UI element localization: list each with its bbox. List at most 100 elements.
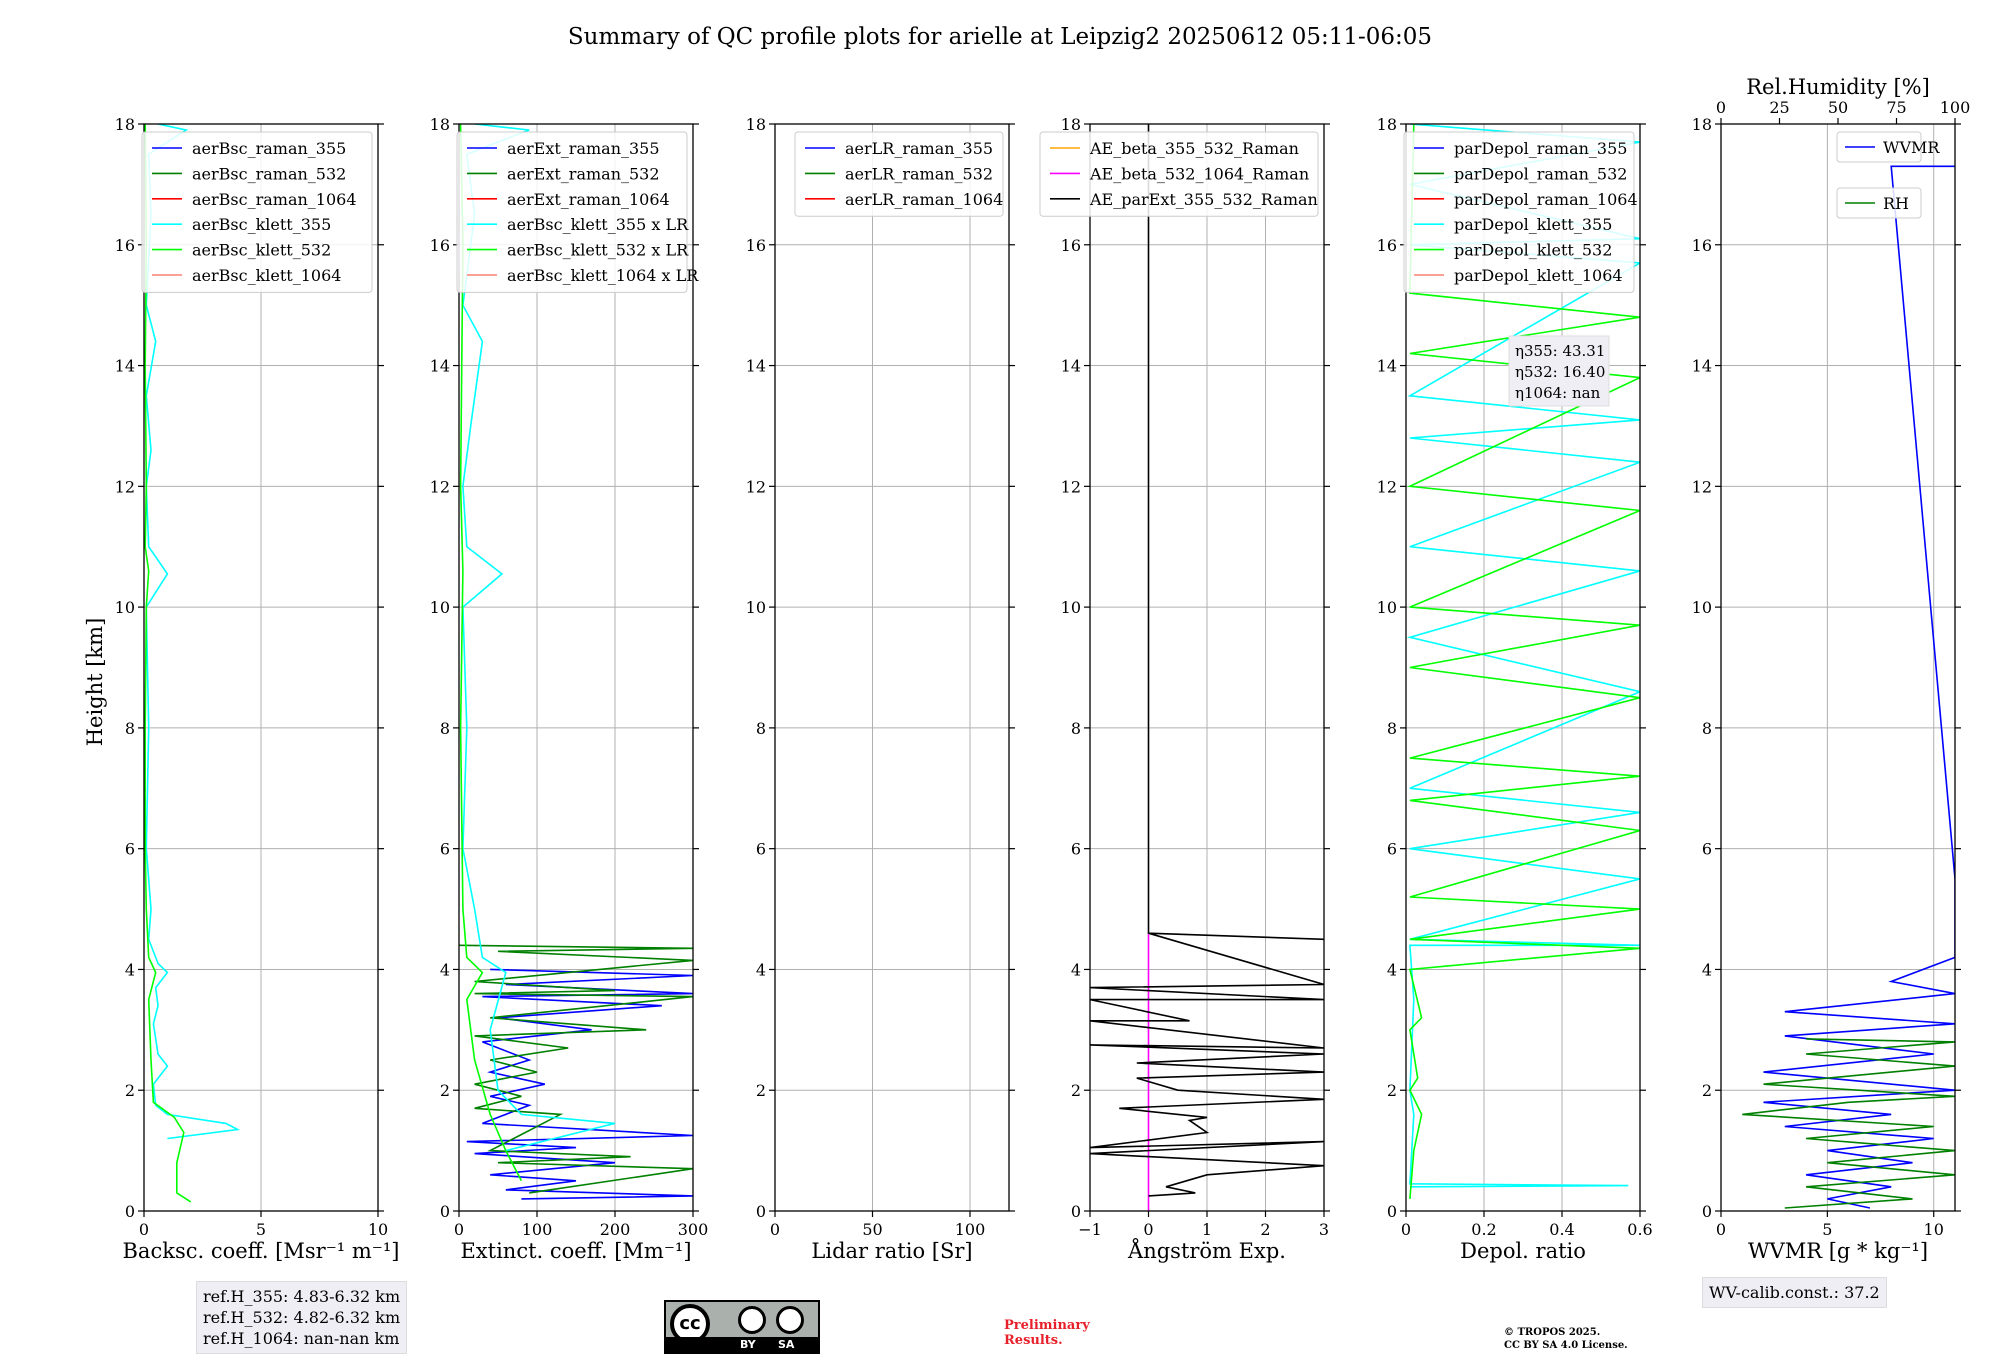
y-tick-label: 18 [430, 115, 450, 134]
y-tick-label: 6 [756, 840, 766, 859]
series-line-aerext-raman-532 [459, 944, 693, 1194]
legend-label: parDepol_raman_1064 [1454, 190, 1638, 209]
eta-text: η355: 43.31 [1515, 342, 1605, 360]
legend-label: parDepol_klett_532 [1454, 241, 1612, 260]
y-tick-label: 14 [430, 357, 450, 376]
reference-height-box: ref.H_355: 4.83-6.32 km ref.H_532: 4.82-… [196, 1281, 408, 1354]
y-tick-label: 14 [1377, 357, 1397, 376]
y-tick-label: 10 [115, 598, 135, 617]
x-tick-label: 100 [955, 1220, 986, 1239]
y-tick-label: 8 [1387, 719, 1397, 738]
attribution-person-icon [738, 1306, 766, 1334]
x-axis-label-ext: Extinct. coeff. [Mm⁻¹] [460, 1239, 691, 1263]
x-tick-label: 0 [454, 1220, 464, 1239]
x-tick-label: 2 [1260, 1220, 1270, 1239]
legend-box [1836, 187, 1922, 219]
axes-frame [1720, 123, 1956, 1212]
legend-label: aerBsc_raman_1064 [192, 190, 357, 209]
y-tick-label: 6 [1702, 840, 1712, 859]
y-tick-label: 4 [125, 960, 135, 979]
x-tick-label: −1 [1078, 1220, 1102, 1239]
y-tick-label: 4 [1702, 960, 1712, 979]
y-tick-label: 10 [1377, 598, 1397, 617]
series-group [144, 124, 241, 1203]
legend-label: aerBsc_raman_532 [192, 164, 346, 183]
x-tick-label: 0.6 [1627, 1220, 1652, 1239]
legend-label: aerLR_raman_532 [845, 164, 993, 183]
x-tick-label: 50 [862, 1220, 882, 1239]
y-tick-label: 4 [440, 960, 450, 979]
x-tick-label: 200 [600, 1220, 631, 1239]
x-axis-label-lr: Lidar ratio [Sr] [811, 1239, 972, 1263]
x-axis-label-ae: Ångström Exp. [1127, 1238, 1286, 1263]
y-tick-label: 6 [1387, 840, 1397, 859]
panel-ext: 0 100 200 300 0 2 4 6 8 10 12 14 16 18 Extinct. coeff.… [430, 115, 709, 1263]
legend-label: RH [1883, 194, 1909, 213]
y-tick-label: 8 [440, 719, 450, 738]
ref-height-355: ref.H_355: 4.83-6.32 km [203, 1287, 401, 1306]
legend-label: aerBsc_klett_1064 [192, 266, 341, 285]
legend-label: aerBsc_klett_532 x LR [507, 241, 689, 260]
legend-label: AE_beta_532_1064_Raman [1089, 164, 1309, 183]
series-line-ae-parext-355-532-raman [1090, 124, 1324, 1197]
cc-license-badge[interactable]: cc BY SA [664, 1300, 820, 1354]
legend-label: aerExt_raman_1064 [507, 190, 670, 209]
legend-label: aerLR_raman_355 [845, 139, 993, 158]
y-tick-label: 10 [1692, 598, 1712, 617]
y-tick-label: 2 [440, 1081, 450, 1100]
y-tick-label: 2 [125, 1081, 135, 1100]
ref-height-1064: ref.H_1064: nan-nan km [203, 1329, 400, 1348]
y-tick-label: 10 [1061, 598, 1081, 617]
eta-box [1508, 335, 1610, 407]
y-tick-label: 16 [746, 236, 766, 255]
axes-frame [458, 123, 694, 1212]
y-tick-label: 2 [1387, 1081, 1397, 1100]
copyright-notice: © TROPOS 2025. CC BY SA 4.0 License. [1504, 1326, 1628, 1352]
y-tick-label: 12 [746, 477, 766, 496]
y-tick-label: 0 [1071, 1202, 1081, 1221]
x-tick-label: 100 [522, 1220, 553, 1239]
legend-label: parDepol_raman_532 [1454, 164, 1627, 183]
panel-bsc: 0 5 10 0 2 4 6 8 10 12 14 16 18 Backsc. coeff. [Msr⁻¹… [115, 115, 400, 1263]
y-tick-label: 4 [1071, 960, 1081, 979]
legend-label: parDepol_klett_1064 [1454, 266, 1623, 285]
y-tick-label: 10 [746, 598, 766, 617]
wv-calibration-box: WV-calib.const.: 37.2 [1702, 1277, 1887, 1308]
y-tick-label: 8 [125, 719, 135, 738]
y-tick-label: 14 [1061, 357, 1081, 376]
x-axis-label-bsc: Backsc. coeff. [Msr⁻¹ m⁻¹] [123, 1239, 400, 1263]
x-tick-label: 0 [1716, 1220, 1726, 1239]
y-tick-label: 4 [1387, 960, 1397, 979]
y-tick-label: 8 [756, 719, 766, 738]
panel-depol: 0 0.2 0.4 0.6 0 2 4 6 8 10 12 14 16 18 Depol. ratio par… [1377, 115, 1653, 1263]
y-tick-label: 2 [756, 1081, 766, 1100]
y-tick-label: 6 [440, 840, 450, 859]
legend-label: aerBsc_klett_532 [192, 241, 331, 260]
y-tick-label: 16 [115, 236, 135, 255]
y-tick-label: 18 [1692, 115, 1712, 134]
series-line-wvmr [1763, 165, 1955, 1209]
legend-label: WVMR [1883, 138, 1940, 157]
series-line-rh [1742, 1038, 1955, 1209]
y-tick-label: 16 [1061, 236, 1081, 255]
x-tick-label: 5 [1822, 1220, 1832, 1239]
y-tick-label: 12 [1377, 477, 1397, 496]
legend-box [456, 131, 688, 293]
y-tick-label: 0 [1702, 1202, 1712, 1221]
series-line-aerbsc-klett-355 [145, 124, 241, 1140]
share-alike-icon [776, 1306, 804, 1334]
preliminary-line-2: Results. [1004, 1333, 1063, 1348]
y-tick-label: 16 [1377, 236, 1397, 255]
series-group [1090, 124, 1324, 1211]
y-tick-label: 0 [440, 1202, 450, 1221]
series-line-aerext-raman-355 [466, 968, 693, 1200]
legend-label: parDepol_klett_355 [1454, 215, 1612, 234]
x-tick-label: 3 [1319, 1220, 1329, 1239]
y-tick-label: 0 [756, 1202, 766, 1221]
x-axis-label-wv: WVMR [g * kg⁻¹] [1748, 1239, 1928, 1263]
legend-label: aerBsc_raman_355 [192, 139, 346, 158]
panel-lr: 0 50 100 0 2 4 6 8 10 12 14 16 18 Lidar ratio [Sr] aer… [746, 115, 1015, 1263]
y-tick-label: 0 [125, 1202, 135, 1221]
